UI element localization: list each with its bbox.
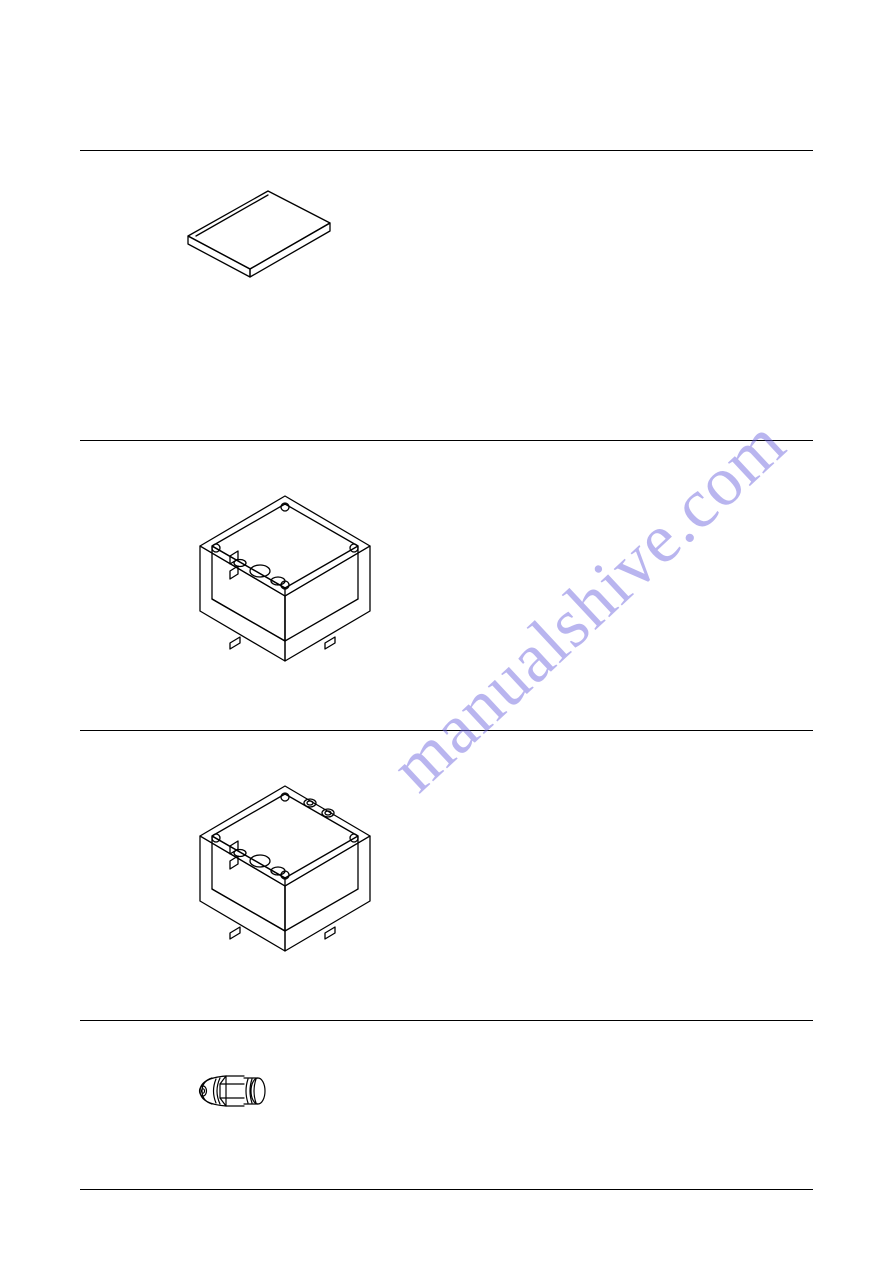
row-box-1: [80, 440, 813, 730]
panel-illustration: [170, 181, 350, 331]
content-area: [80, 150, 813, 1190]
box2-illustration: [170, 761, 400, 981]
box1-illustration: [170, 471, 400, 691]
row-fitting: [80, 1020, 813, 1190]
row-box-2: [80, 730, 813, 1020]
fitting-illustration: [170, 1051, 290, 1141]
row-panel: [80, 150, 813, 440]
